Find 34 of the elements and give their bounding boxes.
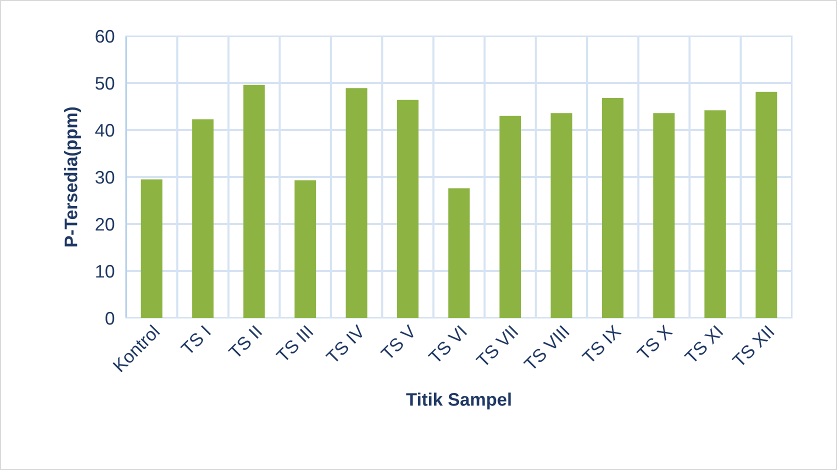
x-tick-label: TS VII: [475, 325, 518, 368]
y-tick-label: 50: [96, 76, 114, 90]
bar: [140, 179, 162, 318]
x-tick-label: TS XI: [684, 325, 724, 365]
x-tick-label: TS V: [380, 324, 418, 362]
y-tick-label: 20: [96, 218, 114, 231]
x-axis-title: Titik Sampel: [406, 392, 511, 410]
bar: [499, 116, 521, 318]
bar: [602, 98, 624, 318]
bar: [448, 188, 470, 318]
x-tick-label: TS I: [180, 325, 212, 356]
x-tick-label: TS II: [228, 325, 262, 360]
bar: [653, 113, 675, 318]
x-tick-label: TS III: [275, 325, 314, 364]
x-tick-label: TS VIII: [523, 325, 570, 372]
y-tick-label: 10: [96, 264, 114, 278]
bar: [550, 113, 572, 318]
x-tick-label: TS IX: [581, 324, 622, 365]
bar: [397, 100, 419, 318]
x-tick-label: TS XII: [732, 325, 775, 368]
bar: [704, 110, 726, 318]
y-tick-label: 40: [95, 124, 114, 137]
bar: [756, 92, 778, 318]
y-tick-label: 60: [96, 30, 114, 43]
y-tick-label: 0: [106, 312, 114, 325]
bar: [243, 84, 265, 318]
x-tick-label: TS IV: [325, 324, 366, 365]
bar: [346, 88, 368, 318]
y-axis-title: P-Tersedia(ppm): [64, 107, 81, 246]
bar: [192, 119, 214, 318]
bar: [294, 180, 316, 318]
x-tick-label: TS X: [636, 324, 674, 362]
x-tick-label: TS VI: [428, 325, 468, 365]
y-tick-label: 30: [95, 170, 114, 184]
